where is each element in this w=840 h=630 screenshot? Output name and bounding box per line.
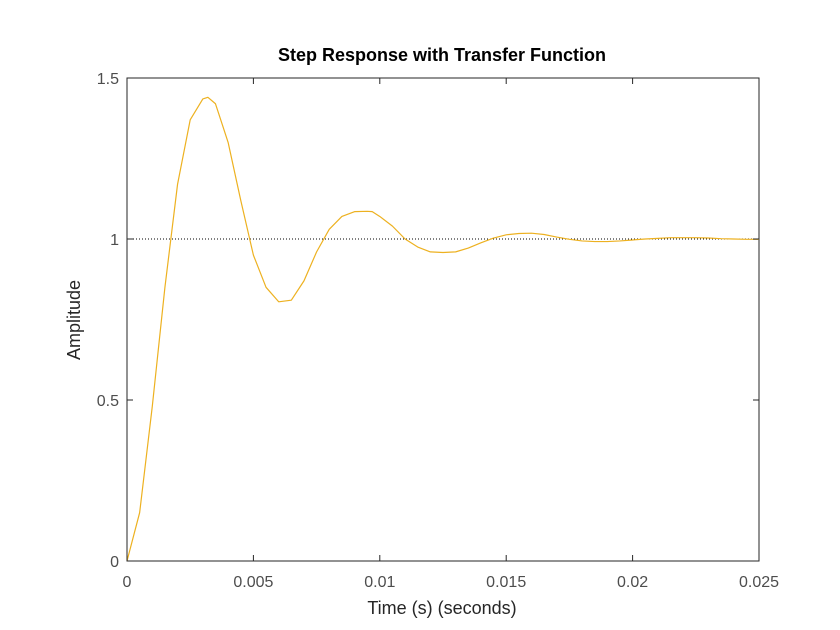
y-axis-label: Amplitude: [64, 280, 84, 360]
series-group: [126, 96, 759, 562]
y-tick-label: 1.5: [97, 71, 119, 88]
y-tick-label: 1: [110, 232, 119, 249]
x-axis-ticks: 0 0.005 0.01 0.015 0.02 0.025: [123, 78, 779, 591]
x-tick-label: 0.02: [617, 574, 648, 591]
x-tick-label: 0.015: [486, 574, 526, 591]
plot-area-frame: [126, 77, 760, 562]
x-axis-label: Time (s) (seconds): [367, 598, 516, 618]
x-tick-label: 0.01: [364, 574, 395, 591]
x-tick-label: 0.025: [739, 574, 779, 591]
x-tick-label: 0.005: [233, 574, 273, 591]
chart-title: Step Response with Transfer Function: [278, 45, 606, 65]
y-tick-label: 0.5: [97, 393, 119, 410]
y-axis-ticks: 0 0.5 1 1.5: [97, 71, 759, 571]
x-tick-label: 0: [123, 574, 132, 591]
series-line-0: [126, 96, 759, 562]
y-tick-label: 0: [110, 554, 119, 571]
